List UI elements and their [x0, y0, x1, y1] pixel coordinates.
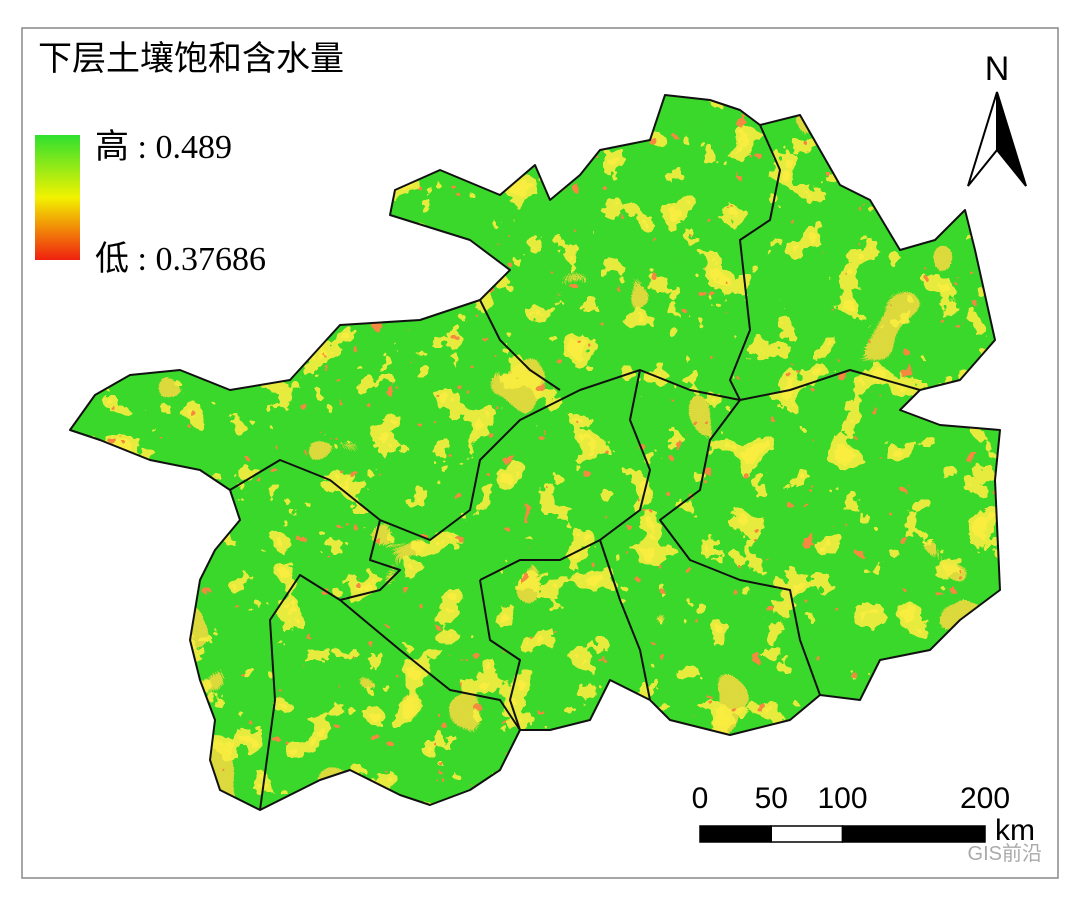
north-label: N	[985, 50, 1010, 88]
scale-unit: km	[995, 814, 1035, 847]
legend-low: 低 : 0.37686	[95, 241, 266, 278]
scale-tick-label: 100	[817, 782, 867, 815]
scale-tick-label: 200	[960, 782, 1010, 815]
scale-segment	[699, 825, 772, 843]
scale-tick-label: 50	[755, 782, 788, 815]
scale-segment	[841, 825, 986, 843]
scale-tick-label: 0	[692, 782, 709, 815]
legend-color-ramp	[35, 135, 80, 260]
scale-segment	[770, 825, 844, 843]
legend-high: 高 : 0.489	[95, 128, 232, 166]
map-title: 下层土壤饱和含水量	[38, 39, 344, 79]
prefecture-boundaries	[229, 124, 921, 811]
province-boundary	[69, 94, 1001, 811]
north-arrow	[967, 91, 1027, 187]
watermark: GIS前沿	[968, 842, 1042, 865]
